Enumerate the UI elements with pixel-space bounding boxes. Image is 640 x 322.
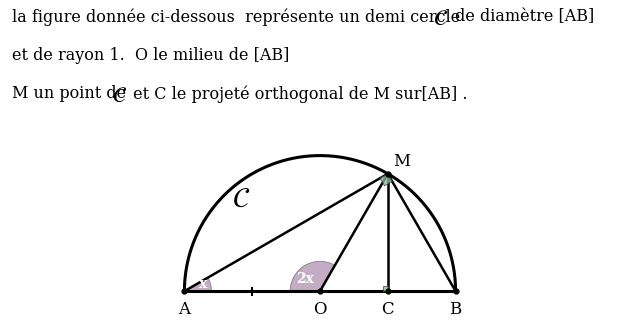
Text: et C le projeté orthogonal de M sur[AB] .: et C le projeté orthogonal de M sur[AB] … [128,85,467,103]
Text: x: x [199,277,207,291]
Wedge shape [184,278,212,291]
Text: M un point de: M un point de [12,85,131,102]
Text: 2x: 2x [296,272,314,286]
Polygon shape [383,286,388,291]
Text: O: O [313,301,327,317]
Text: $\mathcal{C}$: $\mathcal{C}$ [232,185,250,213]
Text: $\mathcal{C}$: $\mathcal{C}$ [112,85,127,107]
Text: de diamètre [AB]: de diamètre [AB] [450,8,594,25]
Polygon shape [380,174,392,186]
Text: et de rayon 1.  O le milieu de [AB]: et de rayon 1. O le milieu de [AB] [12,47,289,64]
Text: la figure donnée ci-dessous  représente un demi cercle: la figure donnée ci-dessous représente u… [12,8,465,25]
Wedge shape [290,261,335,291]
Text: M: M [393,153,410,170]
Text: B: B [449,301,461,317]
Text: $\mathcal{C}$: $\mathcal{C}$ [433,8,449,30]
Text: A: A [179,301,191,317]
Text: C: C [381,301,394,317]
